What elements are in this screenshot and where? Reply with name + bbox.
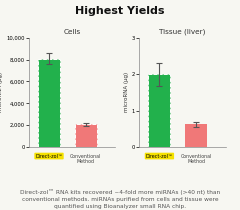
Bar: [148, 74, 170, 147]
Y-axis label: microRNA (µg): microRNA (µg): [124, 72, 129, 113]
Y-axis label: microRNA (pg): microRNA (pg): [0, 72, 3, 113]
Text: Highest Yields: Highest Yields: [75, 6, 165, 16]
Text: Conventional
Method: Conventional Method: [70, 154, 102, 164]
Title: Cells: Cells: [63, 29, 81, 35]
Bar: [38, 59, 60, 147]
Bar: [75, 124, 97, 147]
Bar: [185, 124, 207, 147]
Text: Direct-zol™: Direct-zol™: [146, 154, 173, 159]
Text: Direct-zol™: Direct-zol™: [35, 154, 63, 159]
Title: Tissue (liver): Tissue (liver): [159, 29, 206, 35]
Text: Direct-zol™ RNA kits recovered ~4-fold more miRNAs (>40 nt) than
conventional me: Direct-zol™ RNA kits recovered ~4-fold m…: [20, 189, 220, 209]
Text: Conventional
Method: Conventional Method: [180, 154, 212, 164]
